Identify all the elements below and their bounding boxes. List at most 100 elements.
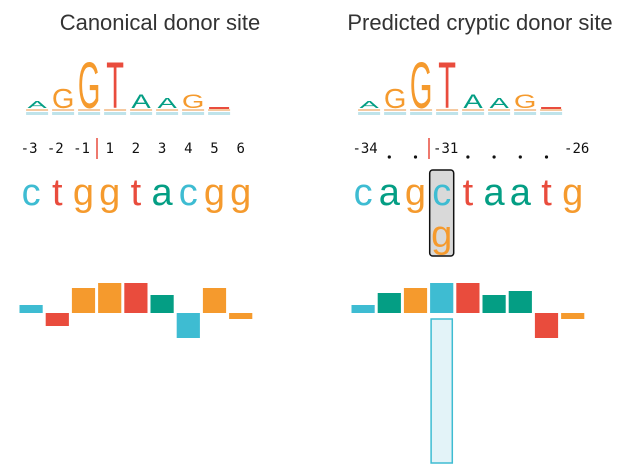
position-label: 6: [236, 141, 244, 157]
importance-bar: [482, 295, 506, 313]
logo-letter: G: [78, 48, 101, 122]
logo-minor-letters: [104, 109, 127, 111]
importance-bar: [176, 313, 200, 338]
importance-bar: [202, 288, 227, 313]
position-label: 1: [105, 141, 113, 157]
position-dot: [466, 155, 470, 159]
logo-minor-letters: [514, 112, 537, 115]
logo-minor-letters: [462, 112, 485, 115]
position-label: -34: [352, 141, 377, 157]
position-dot: [492, 155, 496, 159]
position-label: -1: [73, 141, 90, 157]
sequence-base: g: [405, 172, 426, 214]
sequence-base: c: [179, 172, 198, 214]
logo-minor-letters: [156, 112, 179, 115]
logo-minor-letters: [436, 109, 459, 111]
sequence-base: a: [510, 172, 532, 214]
logo-minor-letters: [358, 109, 381, 111]
position-label: -31: [433, 141, 458, 157]
position-label: 3: [158, 141, 166, 157]
sequence-base: a: [152, 172, 174, 214]
logo-minor-letters: [26, 109, 49, 111]
position-dot: [413, 155, 418, 159]
logo-letter: G: [410, 48, 433, 122]
panel-title: Predicted cryptic donor site: [347, 10, 613, 35]
position-dot: [544, 155, 549, 159]
importance-bar: [351, 305, 375, 313]
position-dot: [518, 155, 522, 159]
logo-letter: A: [463, 91, 483, 113]
logo-minor-letters: [488, 109, 511, 111]
cryptic-donor-panel: Predicted cryptic donor site A G G T A A G -34-…: [320, 0, 640, 472]
logo-letter: G: [52, 84, 75, 115]
importance-bar: [124, 283, 148, 313]
sequence-base: g: [204, 172, 225, 214]
logo-letter: A: [157, 95, 177, 111]
sequence-base: a: [379, 172, 401, 214]
logo-letter: A: [131, 91, 151, 113]
position-label: -3: [21, 141, 38, 157]
variant-box: [428, 169, 455, 257]
canonical-donor-panel: Canonical donor site A G G T A A G -3 -2 -1 1 2 3 4 5 6…: [19, 10, 260, 338]
importance-bar: [229, 313, 253, 319]
sequence-base: t: [541, 172, 552, 214]
variant-allele: g: [431, 214, 452, 256]
importance-bar: [71, 288, 96, 313]
logo-letter: G: [182, 91, 205, 113]
logo-minor-letters: [130, 109, 153, 111]
logo-minor-letters: [436, 112, 459, 115]
logo-minor-letters: [52, 112, 75, 115]
sequence-base: c: [432, 172, 451, 214]
importance-bar: [430, 283, 454, 313]
logo-minor-letters: [541, 107, 562, 109]
logo-minor-letters: [208, 112, 231, 115]
logo-minor-letters: [540, 112, 563, 115]
sequence-base: t: [463, 172, 474, 214]
logo-minor-letters: [52, 109, 75, 111]
logo-minor-letters: [514, 109, 537, 111]
logo-letter: A: [489, 95, 509, 111]
importance-bar: [534, 313, 559, 338]
logo-letter: T: [438, 48, 456, 122]
sequence-base: t: [131, 172, 142, 214]
importance-bar: [456, 283, 480, 313]
logo-minor-letters: [384, 109, 407, 111]
sequence-base: c: [354, 172, 373, 214]
importance-bar: [508, 291, 532, 313]
logo-minor-letters: [182, 112, 205, 115]
logo-minor-letters: [156, 109, 179, 111]
position-label: 2: [132, 141, 140, 157]
logo-letter: G: [514, 91, 537, 113]
logo-minor-letters: [410, 109, 433, 111]
logo-minor-letters: [26, 112, 49, 115]
variant-importance-bar: [430, 318, 454, 464]
logo-minor-letters: [358, 112, 381, 115]
sequence-base: c: [22, 172, 41, 214]
importance-bar: [403, 288, 428, 313]
logo-minor-letters: [410, 112, 433, 115]
importance-bar: [150, 295, 174, 313]
logo-minor-letters: [208, 109, 231, 111]
logo-letter: T: [106, 48, 124, 122]
position-label: 4: [184, 141, 192, 157]
position-label: -26: [564, 141, 589, 157]
logo-minor-letters: [540, 109, 563, 111]
importance-bar: [98, 283, 122, 313]
logo-minor-letters: [182, 109, 205, 111]
sequence-base: g: [99, 172, 120, 214]
logo-minor-letters: [78, 112, 101, 115]
logo-minor-letters: [78, 109, 101, 111]
logo-minor-letters: [130, 112, 153, 115]
position-dot: [387, 155, 391, 159]
importance-bar: [561, 313, 585, 319]
logo-letter: A: [359, 99, 379, 110]
logo-minor-letters: [104, 112, 127, 115]
position-label: -2: [47, 141, 64, 157]
sequence-base: g: [562, 172, 583, 214]
logo-minor-letters: [488, 112, 511, 115]
logo-letter: A: [27, 99, 47, 110]
sequence-base: g: [73, 172, 94, 214]
sequence-base: t: [52, 172, 63, 214]
importance-bar: [19, 305, 43, 313]
